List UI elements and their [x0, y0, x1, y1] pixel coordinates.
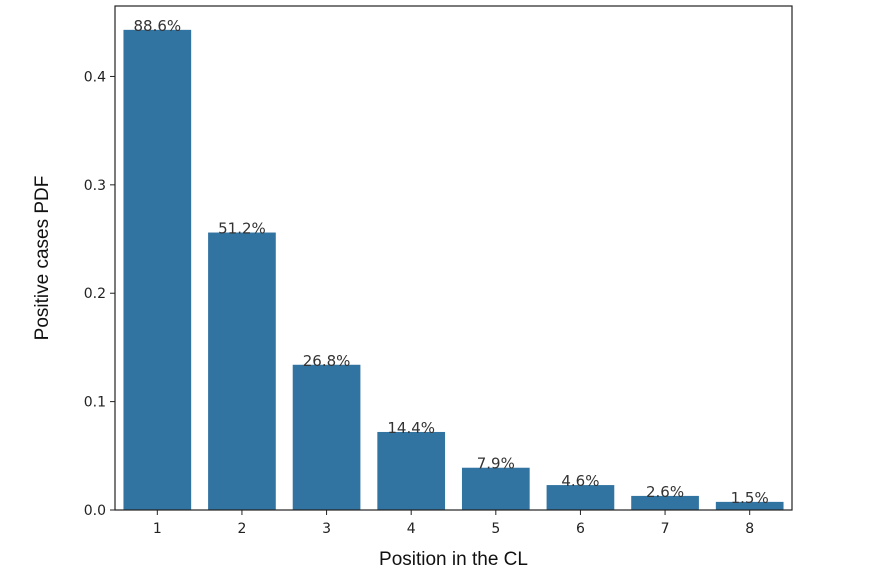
bar-8 [715, 501, 784, 510]
x-tick-label-2: 2 [237, 521, 246, 537]
bar-7 [631, 495, 699, 510]
x-tick-label-4: 4 [407, 521, 416, 537]
data-label-7: 2.6% [646, 483, 684, 501]
bar-4 [377, 431, 446, 510]
x-tick-label-5: 5 [491, 521, 500, 537]
data-label-6: 4.6% [561, 472, 599, 490]
x-tick-label-8: 8 [745, 521, 754, 537]
y-tick-label-0.3: 0.3 [84, 178, 106, 194]
x-tick-label-6: 6 [576, 521, 585, 537]
data-label-4: 14.4% [387, 419, 435, 437]
data-label-1: 88.6% [133, 17, 181, 35]
x-axis-title: Position in the CL [379, 549, 528, 570]
bar-6 [546, 485, 615, 510]
data-label-5: 7.9% [477, 455, 515, 473]
bar-2 [208, 232, 276, 510]
y-axis: 0.0 0.1 0.2 0.3 0.4 [84, 69, 115, 519]
bars-group [123, 29, 784, 511]
y-tick-label-0.0: 0.0 [84, 503, 106, 519]
y-axis-title: Positive cases PDF [32, 176, 53, 341]
x-axis: 1 2 3 4 5 6 7 8 [153, 510, 754, 537]
data-labels-group: 88.6% 51.2% 26.8% 14.4% 7.9% 4.6% 2.6% 1.5% [133, 17, 768, 507]
y-tick-label-0.4: 0.4 [84, 69, 106, 85]
data-label-8: 1.5% [731, 489, 769, 507]
plot-frame [114, 5, 793, 511]
data-label-3: 26.8% [303, 352, 351, 370]
data-label-2: 51.2% [218, 220, 266, 238]
x-tick-label-1: 1 [153, 521, 162, 537]
y-tick-label-0.1: 0.1 [84, 395, 106, 411]
bar-3 [292, 364, 361, 510]
y-tick-label-0.2: 0.2 [84, 286, 106, 302]
x-tick-label-3: 3 [322, 521, 331, 537]
bar-5 [461, 467, 530, 510]
bar-1 [123, 29, 192, 511]
x-tick-label-7: 7 [661, 521, 670, 537]
